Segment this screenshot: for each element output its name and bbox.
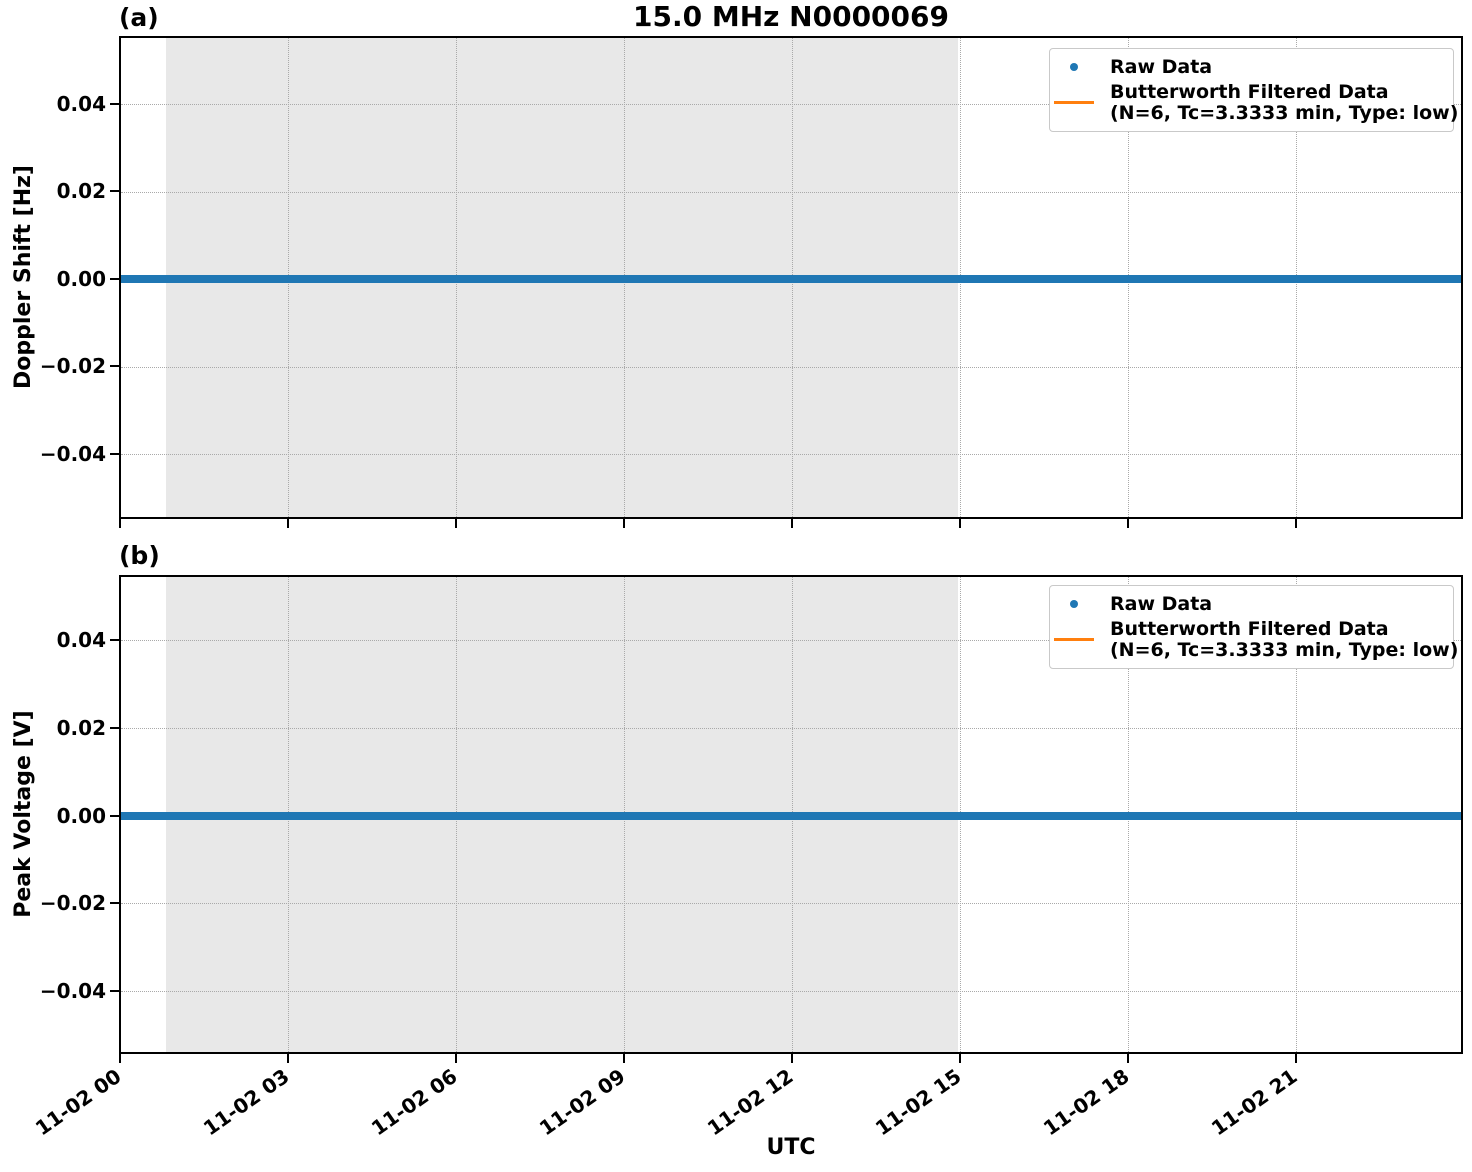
y-tick-label: 0.02	[56, 179, 106, 203]
legend-entry-filtered-data: Butterworth Filtered Data (N=6, Tc=3.333…	[1054, 618, 1458, 661]
x-tick-label: 11-02 12	[703, 1064, 798, 1141]
y-axis-title-b-text: Peak Voltage [V]	[11, 710, 36, 918]
raw-data-marker-icon	[1054, 600, 1094, 608]
x-tick	[791, 1054, 793, 1063]
y-gridline	[121, 454, 1461, 455]
y-tick	[110, 990, 119, 992]
y-tick-label: 0.00	[56, 804, 106, 828]
x-tick	[1295, 519, 1297, 528]
x-tick-label: 11-02 06	[367, 1064, 462, 1141]
y-tick-label: −0.04	[39, 979, 106, 1003]
y-gridline	[121, 104, 1461, 105]
y-tick	[110, 815, 119, 817]
y-tick-label: 0.04	[56, 628, 106, 652]
raw-data-series-line	[121, 812, 1461, 820]
x-tick	[287, 1054, 289, 1063]
x-tick-label: 11-02 18	[1039, 1064, 1134, 1141]
y-tick	[110, 365, 119, 367]
legend-entry-raw-data: Raw Data	[1054, 56, 1443, 78]
y-gridline	[121, 728, 1461, 729]
y-tick-label: 0.00	[56, 267, 106, 291]
legend-label: Raw Data	[1110, 56, 1213, 78]
x-tick-label: 11-02 21	[1207, 1064, 1302, 1141]
x-tick	[119, 519, 121, 528]
x-tick-label: 11-02 00	[31, 1064, 126, 1141]
y-tick	[110, 190, 119, 192]
y-tick-label: −0.02	[39, 354, 106, 378]
y-tick	[110, 103, 119, 105]
legend: Raw Data Butterworth Filtered Data (N=6,…	[1049, 585, 1458, 669]
y-axis-title-a-text: Doppler Shift [Hz]	[11, 165, 36, 389]
x-tick	[1127, 519, 1129, 528]
x-tick	[791, 519, 793, 528]
filtered-line-icon	[1054, 101, 1094, 104]
y-tick	[110, 278, 119, 280]
y-tick	[110, 727, 119, 729]
y-tick	[110, 902, 119, 904]
legend-label: (N=6, Tc=3.3333 min, Type: low)	[1110, 102, 1459, 124]
y-tick-label: −0.04	[39, 442, 106, 466]
x-axis-title: UTC	[766, 1135, 816, 1160]
filtered-line-icon	[1054, 638, 1094, 641]
y-gridline	[121, 903, 1461, 904]
x-tick	[959, 1054, 961, 1063]
y-tick	[110, 639, 119, 641]
x-tick-label: 11-02 03	[199, 1064, 294, 1141]
raw-data-series-line	[121, 275, 1461, 283]
x-tick	[1127, 1054, 1129, 1063]
x-tick	[1295, 1054, 1297, 1063]
legend-label: (N=6, Tc=3.3333 min, Type: low)	[1110, 639, 1459, 661]
legend: Raw Data Butterworth Filtered Data (N=6,…	[1049, 48, 1458, 132]
legend-label: Butterworth Filtered Data	[1110, 81, 1389, 103]
legend-label: Butterworth Filtered Data	[1110, 618, 1389, 640]
x-tick	[119, 1054, 121, 1063]
x-tick	[623, 519, 625, 528]
x-tick	[455, 519, 457, 528]
raw-data-marker-icon	[1054, 63, 1094, 71]
x-tick	[455, 1054, 457, 1063]
y-tick-label: −0.02	[39, 891, 106, 915]
y-gridline	[121, 192, 1461, 193]
y-gridline	[121, 640, 1461, 641]
legend-entry-filtered-data: Butterworth Filtered Data (N=6, Tc=3.333…	[1054, 81, 1458, 124]
legend-entry-raw-data: Raw Data	[1054, 593, 1443, 615]
panel-a-tag: (a)	[119, 3, 159, 32]
x-tick	[959, 519, 961, 528]
y-gridline	[121, 991, 1461, 992]
y-tick	[110, 453, 119, 455]
y-gridline	[121, 367, 1461, 368]
x-tick	[287, 519, 289, 528]
x-tick-label: 11-02 09	[535, 1064, 630, 1141]
panel-b-tag: (b)	[119, 541, 160, 570]
figure-title: 15.0 MHz N0000069	[633, 0, 949, 33]
x-tick	[623, 1054, 625, 1063]
x-tick-label: 11-02 15	[871, 1064, 966, 1141]
y-tick-label: 0.02	[56, 716, 106, 740]
legend-label: Raw Data	[1110, 593, 1213, 615]
y-tick-label: 0.04	[56, 92, 106, 116]
